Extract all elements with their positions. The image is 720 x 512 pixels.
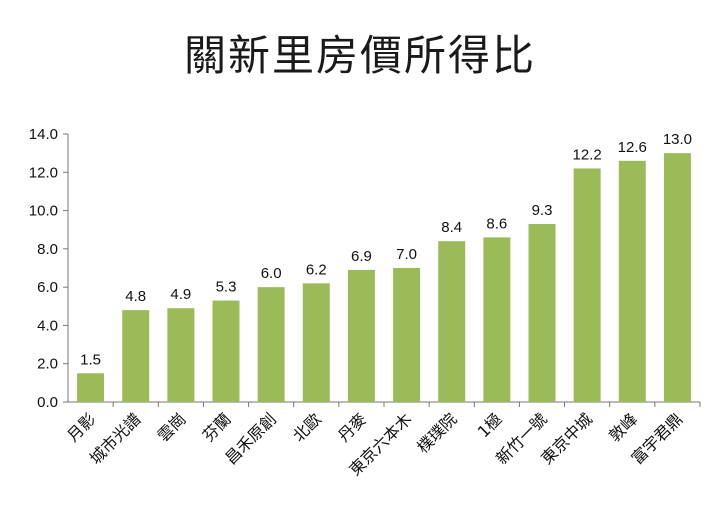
bar	[77, 373, 105, 402]
chart-title: 關新里房價所得比	[183, 31, 536, 80]
bar	[483, 237, 511, 402]
category-label: 雲崗	[154, 409, 190, 445]
category-label: 月影	[63, 409, 99, 445]
data-label: 13.0	[663, 131, 692, 148]
bar	[347, 269, 375, 402]
data-label: 7.0	[396, 246, 417, 263]
category-label: 丹麥	[334, 409, 370, 445]
data-label: 8.4	[441, 219, 462, 236]
data-label: 8.6	[486, 215, 507, 232]
bar	[167, 308, 195, 402]
bar	[257, 287, 285, 402]
data-label: 5.3	[216, 279, 237, 296]
y-tick-label: 4.0	[37, 317, 58, 334]
bar	[302, 283, 330, 402]
category-label: 樸璞院	[413, 409, 460, 456]
bar	[663, 153, 691, 402]
category-label: 敦峰	[605, 409, 641, 445]
category-label: 芬蘭	[199, 409, 235, 445]
data-label: 6.0	[261, 265, 282, 282]
category-label: 1極	[474, 409, 506, 441]
data-label: 4.8	[125, 288, 146, 305]
data-label: 6.2	[306, 261, 327, 278]
y-tick-label: 8.0	[37, 241, 58, 258]
data-label: 12.6	[618, 139, 647, 156]
bar	[393, 268, 421, 402]
bar	[573, 168, 601, 402]
data-label: 9.3	[532, 202, 553, 219]
y-tick-label: 6.0	[37, 279, 58, 296]
bar	[122, 310, 150, 402]
data-label: 12.2	[573, 146, 602, 163]
bar	[438, 241, 466, 402]
bar	[618, 160, 646, 402]
y-tick-label: 14.0	[29, 126, 58, 143]
bar	[212, 300, 240, 402]
y-tick-label: 10.0	[29, 203, 58, 220]
category-label: 北歐	[289, 409, 325, 445]
bar	[528, 223, 556, 402]
y-tick-label: 2.0	[37, 356, 58, 373]
data-label: 6.9	[351, 248, 372, 265]
y-tick-label: 0.0	[37, 394, 58, 411]
y-tick-label: 12.0	[29, 164, 58, 181]
data-label: 4.9	[170, 286, 191, 303]
data-label: 1.5	[80, 351, 101, 368]
